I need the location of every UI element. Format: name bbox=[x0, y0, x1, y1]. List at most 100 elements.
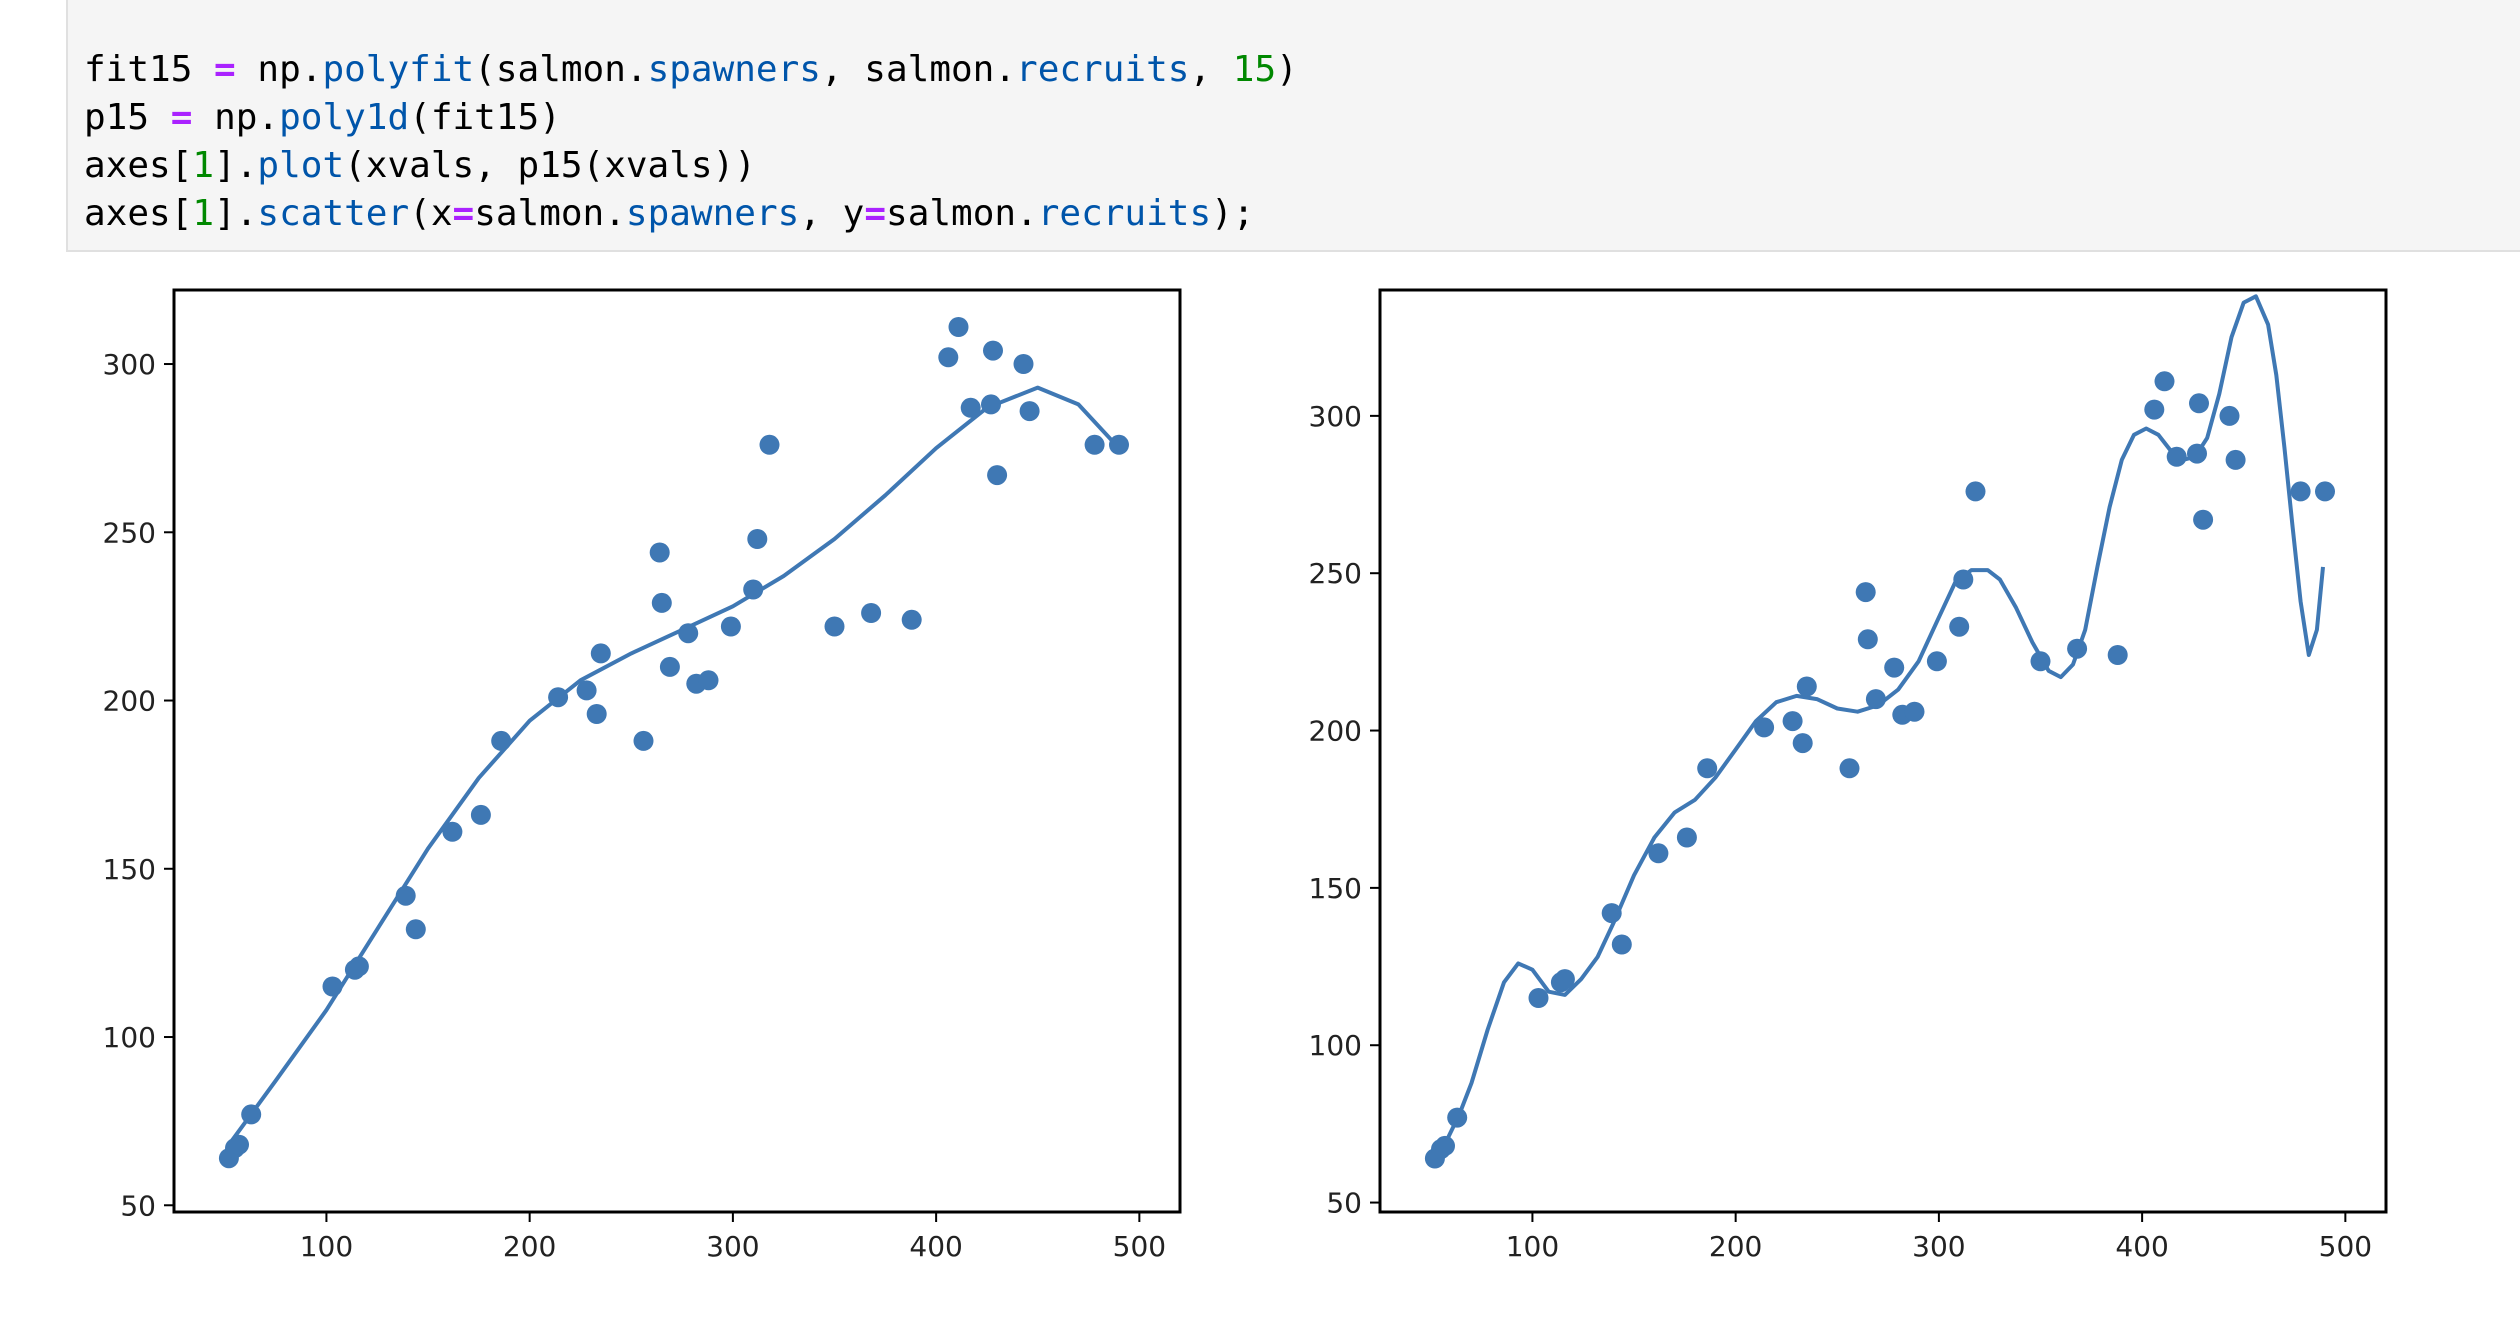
code-token: = bbox=[149, 97, 215, 138]
scatter-point bbox=[678, 623, 699, 644]
y-tick-label: 50 bbox=[1326, 1187, 1362, 1220]
code-token: spawners bbox=[625, 193, 800, 234]
scatter-point bbox=[901, 609, 922, 630]
x-tick-label: 500 bbox=[2319, 1230, 2372, 1263]
scatter-point bbox=[322, 976, 343, 997]
x-tick-label: 100 bbox=[300, 1230, 353, 1263]
code-cell[interactable] bbox=[66, 0, 2520, 252]
code-token: 1 bbox=[192, 193, 215, 234]
scatter-point bbox=[1648, 843, 1669, 864]
x-tick-label: 300 bbox=[1912, 1230, 1965, 1263]
scatter-point bbox=[1611, 934, 1632, 955]
scatter-point bbox=[2225, 449, 2246, 470]
code-token: ]. bbox=[214, 145, 258, 186]
scatter-point bbox=[861, 603, 882, 623]
code-token: = bbox=[864, 193, 887, 234]
code-token: salmon. bbox=[474, 193, 626, 234]
code-token: recruits bbox=[1016, 49, 1190, 90]
code-token: axes[ bbox=[84, 145, 193, 186]
scatter-point bbox=[2193, 509, 2214, 530]
fit-line bbox=[1433, 294, 2325, 1154]
scatter-point bbox=[548, 687, 569, 708]
scatter-point bbox=[1965, 481, 1986, 502]
code-token: , bbox=[1189, 49, 1233, 90]
fit-line bbox=[227, 385, 1121, 1146]
y-tick-label: 100 bbox=[1309, 1029, 1362, 1062]
scatter-point bbox=[759, 434, 780, 455]
scatter-point bbox=[2219, 405, 2240, 426]
scatter-point bbox=[1013, 354, 1034, 374]
scatter-point bbox=[1084, 434, 1105, 455]
axes-frame bbox=[1378, 288, 2388, 1214]
scatter-point bbox=[2030, 651, 2051, 672]
y-tick-label: 50 bbox=[120, 1189, 156, 1222]
scatter-point bbox=[2315, 481, 2335, 502]
scatter-point bbox=[395, 885, 416, 906]
code-token: polyfit bbox=[322, 49, 475, 90]
scatter-point bbox=[1109, 434, 1129, 455]
scatter-point bbox=[590, 643, 611, 664]
scatter-point bbox=[2189, 393, 2209, 414]
scatter-point bbox=[1447, 1107, 1468, 1128]
code-token: ]. bbox=[214, 193, 258, 234]
code-token: fit15 bbox=[84, 49, 193, 90]
code-line: axes[1].scatter(x=salmon.spawners, y=sal… bbox=[84, 193, 1254, 234]
code-token: ) bbox=[1276, 49, 1298, 90]
code-token: p15 bbox=[84, 97, 150, 138]
code-token: , salmon. bbox=[820, 49, 1017, 90]
x-tick-label: 400 bbox=[2115, 1230, 2168, 1263]
scatter-point bbox=[2067, 638, 2088, 659]
x-tick-label: 400 bbox=[909, 1230, 962, 1263]
code-token: spawners bbox=[647, 49, 821, 90]
y-tick-label: 200 bbox=[1309, 715, 1362, 748]
scatter-point bbox=[2290, 481, 2311, 502]
y-tick-label: 300 bbox=[103, 348, 156, 381]
scatter-point bbox=[1865, 689, 1886, 710]
code-token: salmon. bbox=[886, 193, 1038, 234]
scatter-point bbox=[1782, 711, 1803, 732]
scatter-point bbox=[2107, 645, 2128, 665]
scatter-point bbox=[1019, 401, 1040, 422]
y-tick-label: 150 bbox=[1309, 872, 1362, 905]
scatter-point bbox=[633, 730, 654, 751]
scatter-point bbox=[241, 1104, 262, 1125]
scatter-point bbox=[938, 347, 959, 368]
y-tick-label: 250 bbox=[103, 516, 156, 549]
y-tick-label: 200 bbox=[103, 685, 156, 718]
scatter-point bbox=[747, 529, 768, 549]
scatter-point bbox=[698, 670, 719, 691]
code-line: fit15 = np.polyfit(salmon.spawners, salm… bbox=[84, 49, 1298, 90]
chart-2: 100 200 300 400 500 50 100 150 200 250 300 bbox=[1309, 288, 2388, 1263]
scatter-point bbox=[576, 680, 597, 701]
scatter-point bbox=[659, 656, 680, 677]
scatter-point bbox=[960, 397, 981, 418]
chart-1: 100 200 300 400 500 50 100 150 200 250 300 bbox=[103, 288, 1182, 1263]
scatter-point bbox=[651, 592, 672, 613]
scatter-point bbox=[1792, 733, 1813, 754]
code-token: scatter bbox=[257, 193, 410, 234]
plots-figure: 100 200 300 400 500 50 100 150 200 250 300 100 200 30… bbox=[103, 288, 2388, 1263]
code-token: 15 bbox=[1232, 49, 1277, 90]
scatter-point bbox=[649, 542, 670, 563]
scatter-point bbox=[229, 1134, 249, 1155]
scatter-point bbox=[1601, 903, 1622, 924]
scatter-point bbox=[2166, 446, 2187, 467]
code-token: . bbox=[257, 97, 280, 138]
code-token: (x bbox=[409, 193, 453, 234]
scatter-point bbox=[1528, 988, 1549, 1008]
x-tick-label: 500 bbox=[1113, 1230, 1166, 1263]
scatter-point bbox=[2144, 399, 2165, 420]
scatter-point bbox=[1855, 582, 1876, 603]
scatter-point bbox=[2187, 443, 2207, 464]
code-token: np bbox=[257, 49, 301, 90]
scatter-point bbox=[470, 804, 491, 825]
scatter-point bbox=[1839, 758, 1860, 779]
axes-frame bbox=[172, 288, 1182, 1214]
code-token: axes[ bbox=[84, 193, 193, 234]
code-token: np bbox=[214, 97, 258, 138]
scatter-point bbox=[743, 579, 764, 600]
scatter-point bbox=[1884, 657, 1905, 678]
scatter-point bbox=[948, 317, 969, 337]
y-tick-label: 100 bbox=[103, 1021, 156, 1054]
code-token: recruits bbox=[1037, 193, 1212, 234]
